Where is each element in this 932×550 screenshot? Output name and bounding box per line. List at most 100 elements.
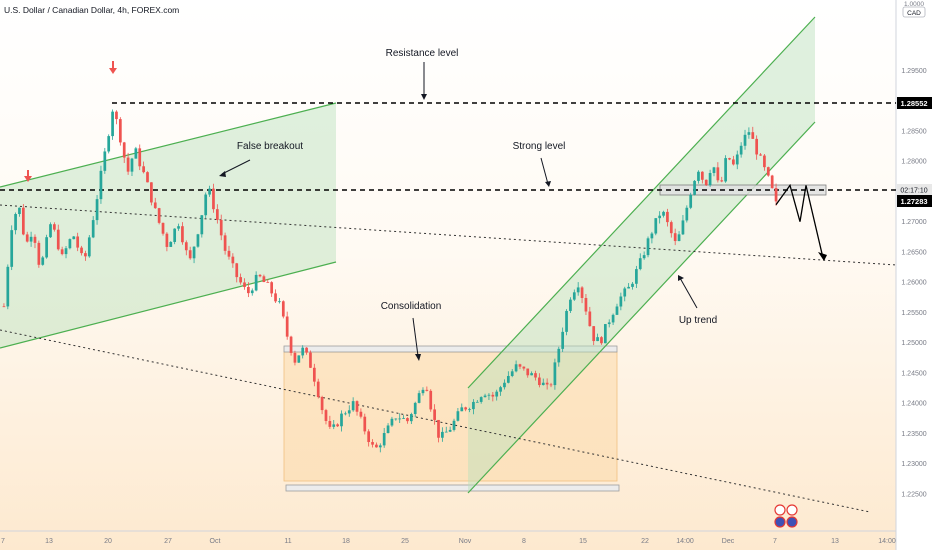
candle-body [6,266,10,307]
candle-body [68,239,72,249]
candle-body [770,175,774,189]
candle-body [669,222,673,234]
candle-body [728,158,731,160]
time-tick-label: 22 [641,538,649,545]
candle-body [565,310,568,332]
channel-left-upper-line[interactable] [0,102,337,188]
candle-body [227,250,231,257]
candle-body [359,411,363,417]
candle-body [173,228,177,242]
candle-body [204,194,208,216]
candle-body [347,410,351,414]
symbol-title[interactable]: U.S. Dollar / Canadian Dollar, 4h, FOREX… [4,5,179,15]
resistance-price-tag[interactable] [897,97,932,109]
candle-body [732,159,735,165]
candle-body [437,419,440,438]
candle-body [274,293,277,302]
candle-body [281,301,285,317]
candle-body [138,148,142,167]
projection-path[interactable] [775,183,824,259]
current-price-tag[interactable] [897,195,932,207]
price-tick-label: 1.23000 [901,461,926,468]
price-tick-label: 1.25500 [901,310,926,317]
candle-body [25,234,29,242]
up-trend-pointer-line [679,277,698,309]
candle-body [607,322,611,325]
candle-body [316,381,320,397]
false-breakout-pointer-line [221,159,251,175]
price-tick-label: 1.29500 [901,68,926,75]
lower-dotted-trendline[interactable] [0,329,871,513]
candle-body [766,167,770,176]
consolidation-bottom-band[interactable] [285,484,620,492]
time-tick-label: Nov [459,538,472,545]
candle-body [413,402,417,415]
candle-body [774,188,778,202]
false-breakout-channel[interactable] [0,103,336,348]
candle-body [693,180,696,195]
time-tick-label: 13 [831,538,839,545]
candle-body [192,246,196,259]
price-tick-label: 1.24500 [901,370,926,377]
channel-left-lower-line[interactable] [0,261,337,349]
candle-body [394,418,398,420]
time-tick-label: Dec [722,538,735,545]
candle-body [200,215,204,235]
candle-body [514,364,518,372]
up-trend-pointer-head [678,275,684,281]
candle-body [293,352,297,363]
candle-body [417,393,421,403]
us-flag-icon[interactable] [786,516,798,528]
candle-body [250,290,254,294]
candle-body [584,297,588,312]
canada-flag-icon[interactable] [774,504,786,516]
canada-flag-icon[interactable] [786,504,798,516]
consolidation-top-band[interactable] [283,345,618,353]
candle-body [503,382,506,388]
time-tick-label: 8 [522,538,526,545]
candle-body [534,373,537,378]
candle-body [751,132,755,139]
candle-body [642,255,646,259]
candle-body [421,389,425,394]
currency-unit-box[interactable] [902,6,926,18]
candle-body [456,411,460,421]
candle-body [506,375,510,383]
candle-body [239,277,242,283]
candle-body [285,316,289,337]
candle-body [328,420,332,427]
resistance-pointer-head [421,94,427,100]
candle-body [452,420,456,430]
price-tick-label: 1.23500 [901,431,926,438]
up-trend-upper-line[interactable] [467,16,816,389]
candle-body [118,119,122,143]
price-tick-label: 1.26500 [901,249,926,256]
candle-body [150,182,153,203]
candle-body [499,387,502,392]
candle-body [161,222,165,234]
candle-body [309,352,312,368]
candle-body [406,418,409,422]
candle-body [99,170,103,200]
candle-body [611,314,615,323]
candle-body [700,171,704,180]
candle-body [530,373,533,376]
candle-body [398,418,402,420]
candle-body [126,157,130,172]
candle-body [479,397,483,402]
consolidation-range-box[interactable] [283,351,618,482]
us-flag-icon[interactable] [774,516,786,528]
time-tick-label: 25 [401,538,409,545]
economic-event-flags[interactable] [774,504,798,528]
candle-body [603,324,607,344]
up-trend-lower-line[interactable] [467,121,816,494]
candle-body [627,286,630,289]
candle-body [134,148,138,159]
candle-body [266,282,270,283]
candle-body [181,226,184,243]
candle-body [545,382,549,385]
consolidation-pointer-head [415,354,421,361]
candle-body [243,282,246,288]
candle-body [18,207,21,215]
